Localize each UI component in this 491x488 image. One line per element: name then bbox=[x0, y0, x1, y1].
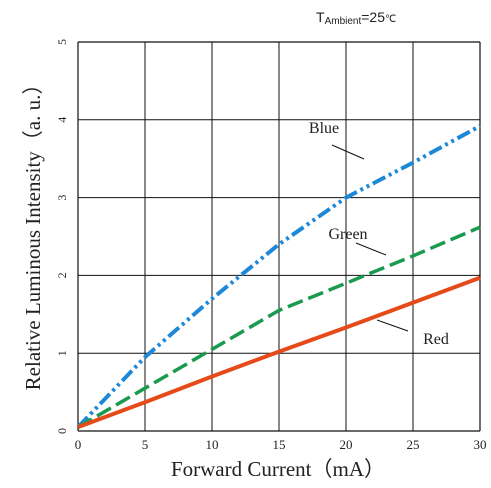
y-tick-label: 2 bbox=[55, 272, 69, 278]
x-tick-label: 10 bbox=[206, 437, 219, 452]
x-tick-label: 5 bbox=[142, 437, 149, 452]
y-axis-label: Relative Luminous Intensity（a. u.） bbox=[21, 74, 45, 391]
x-tick-label: 25 bbox=[407, 437, 420, 452]
series-leader-red bbox=[376, 319, 409, 332]
series-leader-green bbox=[355, 242, 387, 256]
series-label-green: Green bbox=[328, 226, 367, 243]
ambient-subscript: Ambient bbox=[325, 16, 362, 27]
series-line-red bbox=[77, 275, 481, 429]
x-tick-labels: 0 5 10 15 20 25 30 bbox=[75, 437, 487, 452]
x-tick-label: 30 bbox=[474, 437, 487, 452]
series-labels: Blue Green Red bbox=[309, 120, 449, 348]
series-label-red: Red bbox=[423, 331, 449, 348]
ambient-annotation: TAmbient=25℃ bbox=[316, 9, 396, 27]
y-tick-label: 4 bbox=[55, 117, 69, 123]
series-lines bbox=[76, 124, 481, 429]
x-tick-label: 20 bbox=[340, 437, 353, 452]
series-line-green bbox=[77, 225, 481, 429]
y-tick-label: 0 bbox=[55, 428, 69, 434]
series-line-blue bbox=[76, 124, 481, 429]
ambient-t: T bbox=[316, 9, 325, 25]
ambient-unit: ℃ bbox=[385, 14, 396, 25]
series-leader-blue bbox=[331, 144, 365, 160]
x-tick-label: 0 bbox=[75, 437, 82, 452]
y-tick-label: 5 bbox=[55, 39, 69, 45]
series-label-blue: Blue bbox=[309, 120, 339, 137]
x-axis-label: Forward Current（mA） bbox=[171, 457, 385, 481]
y-tick-label: 1 bbox=[55, 350, 69, 356]
y-tick-labels: 0 1 2 3 4 5 bbox=[55, 39, 69, 434]
ambient-value: =25 bbox=[361, 9, 385, 25]
x-tick-label: 15 bbox=[273, 437, 286, 452]
grid bbox=[77, 41, 481, 432]
y-tick-label: 3 bbox=[55, 195, 69, 201]
